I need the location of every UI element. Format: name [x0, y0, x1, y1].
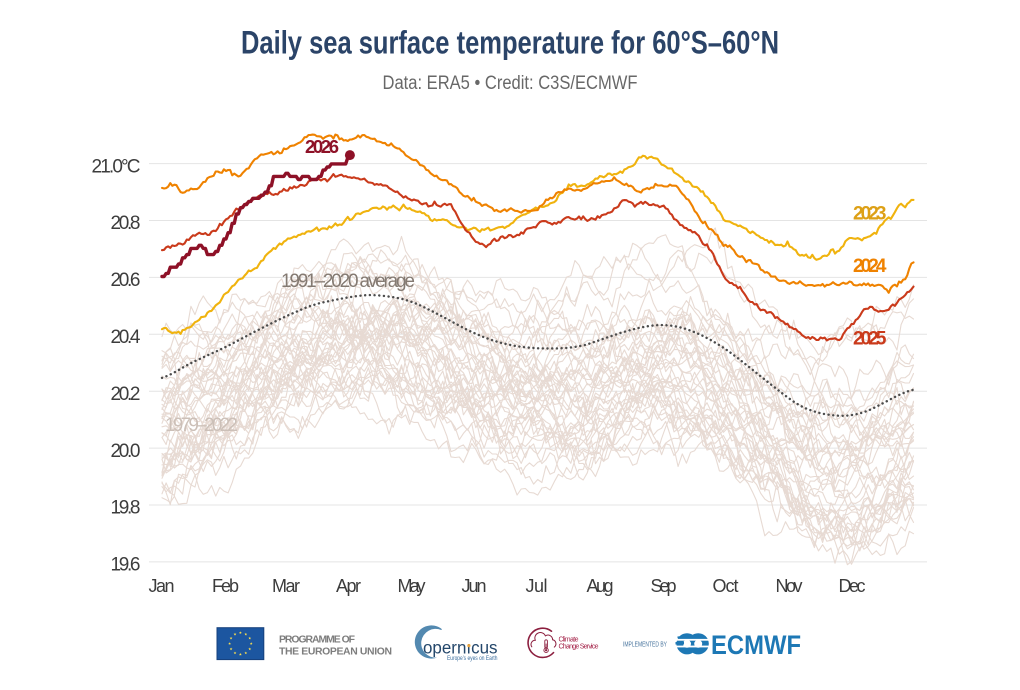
svg-text:20.6: 20.6 — [111, 270, 141, 291]
svg-text:Data: ERA5 • Credit: C3S/ECMWF: Data: ERA5 • Credit: C3S/ECMWF — [383, 73, 638, 94]
svg-text:2023: 2023 — [853, 203, 887, 224]
svg-text:20.0: 20.0 — [111, 441, 141, 462]
svg-text:PROGRAMME OF: PROGRAMME OF — [279, 634, 355, 645]
svg-text:2025: 2025 — [853, 328, 887, 349]
svg-text:1979–2022: 1979–2022 — [165, 415, 238, 436]
svg-text:Nov: Nov — [776, 576, 803, 596]
svg-text:1991–2020 average: 1991–2020 average — [281, 271, 415, 292]
svg-text:21.0°C: 21.0°C — [92, 156, 141, 177]
svg-text:2026: 2026 — [305, 136, 339, 157]
svg-text:May: May — [398, 576, 426, 596]
svg-text:19.8: 19.8 — [111, 498, 141, 519]
svg-text:Dec: Dec — [839, 576, 866, 596]
svg-text:Feb: Feb — [212, 576, 239, 596]
svg-text:Sep: Sep — [651, 576, 677, 596]
svg-text:Europe’s eyes on Earth: Europe’s eyes on Earth — [447, 655, 498, 662]
svg-text:Daily sea surface temperature: Daily sea surface temperature for 60°S–6… — [241, 25, 779, 61]
svg-text:IMPLEMENTED BY: IMPLEMENTED BY — [623, 641, 667, 648]
svg-text:Jul: Jul — [526, 576, 548, 596]
svg-text:Mar: Mar — [272, 576, 300, 596]
svg-text:Aug: Aug — [587, 576, 614, 596]
svg-text:Oct: Oct — [713, 576, 739, 596]
svg-text:Change Service: Change Service — [559, 643, 599, 650]
svg-text:Apr: Apr — [336, 576, 361, 596]
svg-text:Jan: Jan — [149, 576, 175, 596]
svg-text:19.6: 19.6 — [111, 555, 141, 576]
svg-text:ECMWF: ECMWF — [711, 630, 801, 660]
svg-text:Jun: Jun — [462, 576, 487, 596]
svg-text:opernıcus: opernıcus — [423, 638, 498, 658]
svg-text:20.8: 20.8 — [111, 213, 141, 234]
svg-text:THE EUROPEAN UNION: THE EUROPEAN UNION — [279, 647, 392, 658]
svg-text:20.4: 20.4 — [111, 327, 141, 348]
svg-text:2024: 2024 — [853, 256, 887, 277]
svg-text:Climate: Climate — [559, 636, 579, 643]
svg-text:20.2: 20.2 — [111, 384, 141, 405]
